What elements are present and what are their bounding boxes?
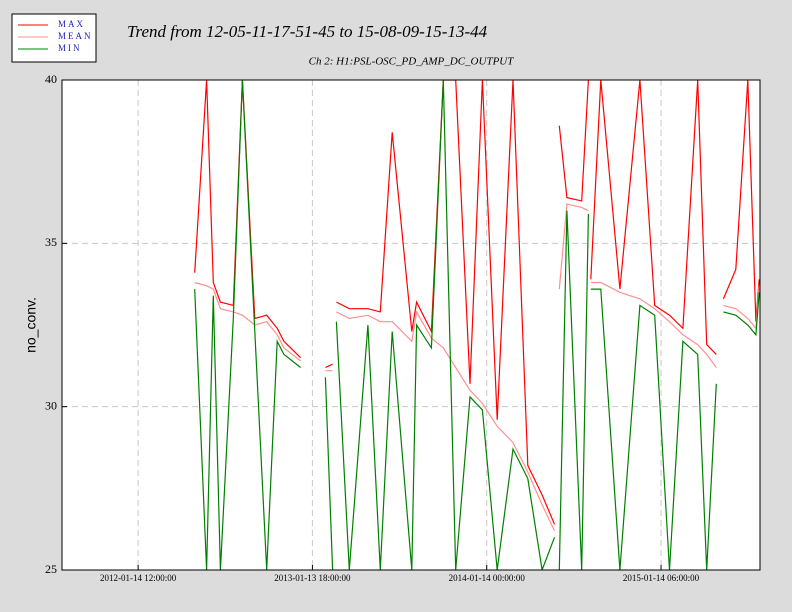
x-tick-label: 2015-01-14 06:00:00 [623,573,700,583]
series-line [194,203,760,532]
x-tick-label: 2014-01-14 00:00:00 [449,573,526,583]
legend-box [11,13,97,63]
legend-label: MIN [58,43,82,53]
y-tick-label: 35 [45,235,57,249]
series-line [194,80,760,525]
chart-title: Trend from 12-05-11-17-51-45 to 15-08-09… [127,22,488,41]
y-tick-label: 40 [45,72,57,86]
legend-label: MEAN [58,31,93,41]
chart-subtitle: Ch 2: H1:PSL-OSC_PD_AMP_DC_OUTPUT [309,56,515,68]
legend-label: MAX [58,19,85,29]
x-tick-label: 2013-01-13 18:00:00 [274,573,351,583]
y-tick-label: 25 [45,562,57,576]
series-lines [194,80,760,570]
x-tick-label: 2012-01-14 12:00:00 [100,573,177,583]
y-axis-label: no_conv. [23,297,39,353]
y-tick-label: 30 [45,398,57,412]
series-line [194,80,760,570]
plot-area [61,79,761,571]
